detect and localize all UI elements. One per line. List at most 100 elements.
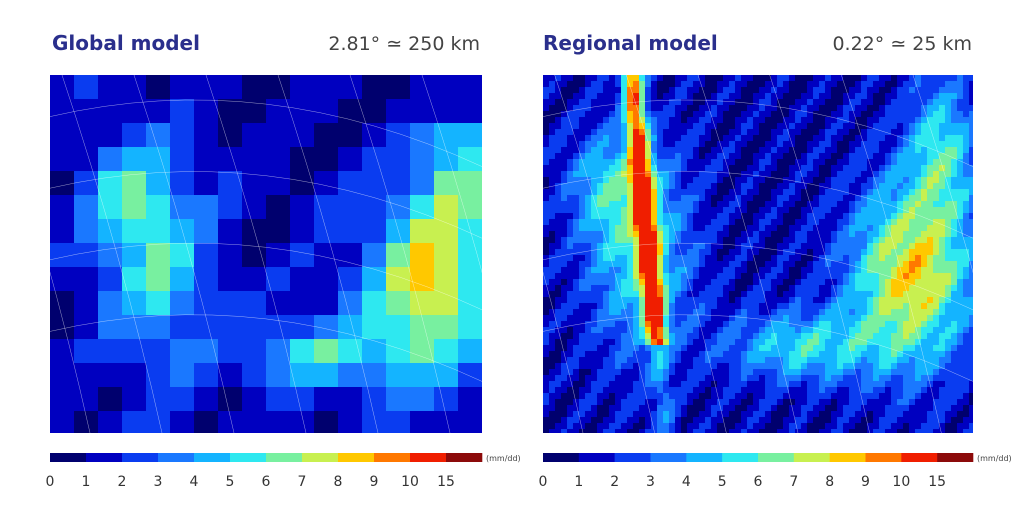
map-cell	[717, 273, 724, 280]
map-cell	[170, 219, 195, 244]
map-cell	[939, 243, 946, 250]
map-cell	[567, 135, 574, 142]
map-cell	[771, 387, 778, 394]
graticule	[133, 75, 235, 433]
map-cell	[242, 243, 267, 268]
map-cell	[609, 105, 616, 112]
map-cell	[849, 243, 856, 250]
map-cell	[807, 105, 814, 112]
map-cell	[717, 279, 724, 286]
map-cell	[242, 339, 267, 364]
map-cell	[825, 351, 832, 358]
map-cell	[855, 99, 862, 106]
map-cell	[687, 279, 694, 286]
map-cell	[933, 75, 940, 82]
map-cell	[639, 399, 646, 406]
map-cell	[693, 159, 700, 166]
map-cell	[777, 309, 784, 316]
map-cell	[915, 75, 922, 82]
map-cell	[891, 291, 898, 298]
map-cell	[657, 357, 664, 364]
map-cell	[639, 177, 646, 184]
map-cell	[669, 429, 676, 433]
map-cell	[675, 117, 682, 124]
map-cell	[549, 231, 556, 238]
map-cell	[651, 213, 658, 220]
map-cell	[891, 105, 898, 112]
map-cell	[543, 201, 550, 208]
map-cell	[813, 171, 820, 178]
map-cell	[597, 99, 604, 106]
map-cell	[669, 165, 676, 172]
map-cell	[963, 327, 970, 334]
map-cell	[855, 165, 862, 172]
map-cell	[675, 309, 682, 316]
map-cell	[657, 297, 664, 304]
map-cell	[849, 135, 856, 142]
map-cell	[831, 345, 838, 352]
map-cell	[669, 81, 676, 88]
map-cell	[434, 171, 459, 196]
map-cell	[813, 237, 820, 244]
map-cell	[927, 321, 934, 328]
map-cell	[585, 165, 592, 172]
map-cell	[951, 369, 958, 376]
map-cell	[939, 129, 946, 136]
map-cell	[873, 357, 880, 364]
map-cell	[687, 135, 694, 142]
map-cell	[651, 345, 658, 352]
map-cell	[831, 261, 838, 268]
map-cell	[729, 129, 736, 136]
map-cell	[837, 81, 844, 88]
map-cell	[687, 303, 694, 310]
map-cell	[747, 267, 754, 274]
map-cell	[771, 351, 778, 358]
map-cell	[711, 267, 718, 274]
map-cell	[555, 429, 562, 433]
map-cell	[759, 321, 766, 328]
map-cell	[897, 171, 904, 178]
map-cell	[921, 105, 928, 112]
map-cell	[861, 375, 868, 382]
map-cell	[957, 411, 964, 418]
map-cell	[963, 423, 970, 430]
map-cell	[867, 189, 874, 196]
map-cell	[819, 399, 826, 406]
map-cell	[921, 399, 928, 406]
map-cell	[873, 195, 880, 202]
map-cell	[807, 237, 814, 244]
map-cell	[615, 111, 622, 118]
map-cell	[561, 297, 568, 304]
map-cell	[957, 93, 964, 100]
map-cell	[717, 117, 724, 124]
map-cell	[789, 399, 796, 406]
map-cell	[579, 423, 586, 430]
map-cell	[561, 399, 568, 406]
map-cell	[729, 309, 736, 316]
map-cell	[867, 267, 874, 274]
map-cell	[897, 393, 904, 400]
map-cell	[573, 357, 580, 364]
map-cell	[663, 171, 670, 178]
map-cell	[807, 351, 814, 358]
map-cell	[627, 387, 634, 394]
map-cell	[741, 423, 748, 430]
map-cell	[627, 123, 634, 130]
map-cell	[645, 189, 652, 196]
map-cell	[386, 267, 411, 292]
resolution-label: 2.81° ≃ 250 km	[328, 33, 480, 55]
map-cell	[813, 267, 820, 274]
map-cell	[627, 81, 634, 88]
map-cell	[963, 243, 970, 250]
map-cell	[807, 315, 814, 322]
map-cell	[783, 189, 790, 196]
map-cell	[729, 213, 736, 220]
map-cell	[555, 255, 562, 262]
map-cell	[903, 405, 910, 412]
map-cell	[813, 165, 820, 172]
map-cell	[963, 297, 970, 304]
map-cell	[699, 363, 706, 370]
map-cell	[218, 195, 243, 220]
map-cell	[837, 243, 844, 250]
map-cell	[819, 297, 826, 304]
